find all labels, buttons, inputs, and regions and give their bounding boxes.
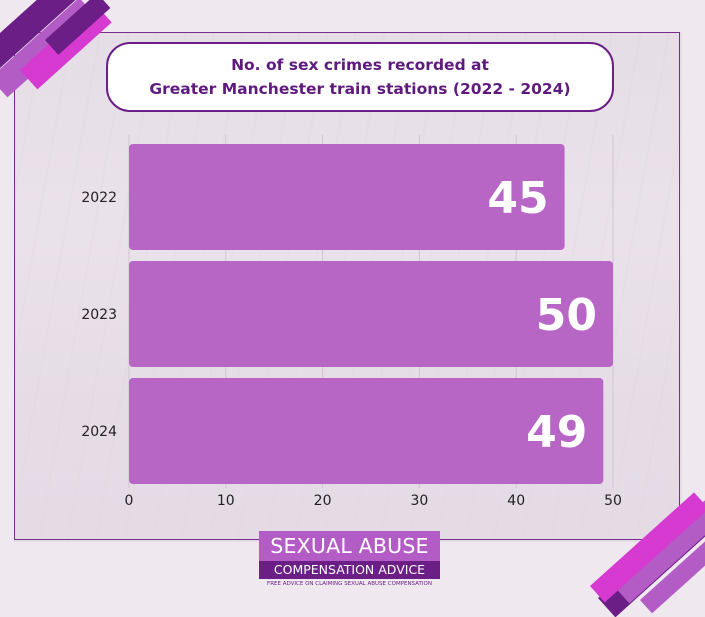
logo-tagline: FREE ADVICE ON CLAIMING SEXUAL ABUSE COM… — [267, 581, 432, 587]
value-label: 49 — [526, 407, 587, 458]
category-label: 2024 — [81, 424, 117, 440]
logo: SEXUAL ABUSE COMPENSATION ADVICE FREE AD… — [259, 531, 440, 589]
bar-2022 — [129, 144, 565, 250]
bar-2023 — [129, 261, 613, 367]
bar-2024 — [129, 378, 604, 484]
x-tick-label: 0 — [125, 493, 134, 509]
x-tick-label: 10 — [217, 493, 235, 509]
category-label: 2023 — [81, 307, 117, 323]
bar-chart: 2022 2023 2024 0 10 20 30 40 50 45 50 49 — [81, 135, 622, 509]
x-tick-label: 30 — [410, 493, 428, 509]
x-tick-label: 40 — [507, 493, 525, 509]
value-label: 45 — [487, 173, 548, 224]
category-label: 2022 — [81, 190, 117, 206]
logo-line-1: SEXUAL ABUSE — [259, 531, 440, 561]
x-tick-label: 50 — [604, 493, 622, 509]
chart-title-line-1: No. of sex crimes recorded at — [231, 56, 489, 74]
logo-line-2: COMPENSATION ADVICE — [259, 561, 440, 579]
chart-title-box: No. of sex crimes recorded at Greater Ma… — [106, 42, 614, 112]
x-tick-label: 20 — [314, 493, 332, 509]
value-label: 50 — [536, 290, 597, 341]
chart-title-line-2: Greater Manchester train stations (2022 … — [149, 80, 571, 98]
